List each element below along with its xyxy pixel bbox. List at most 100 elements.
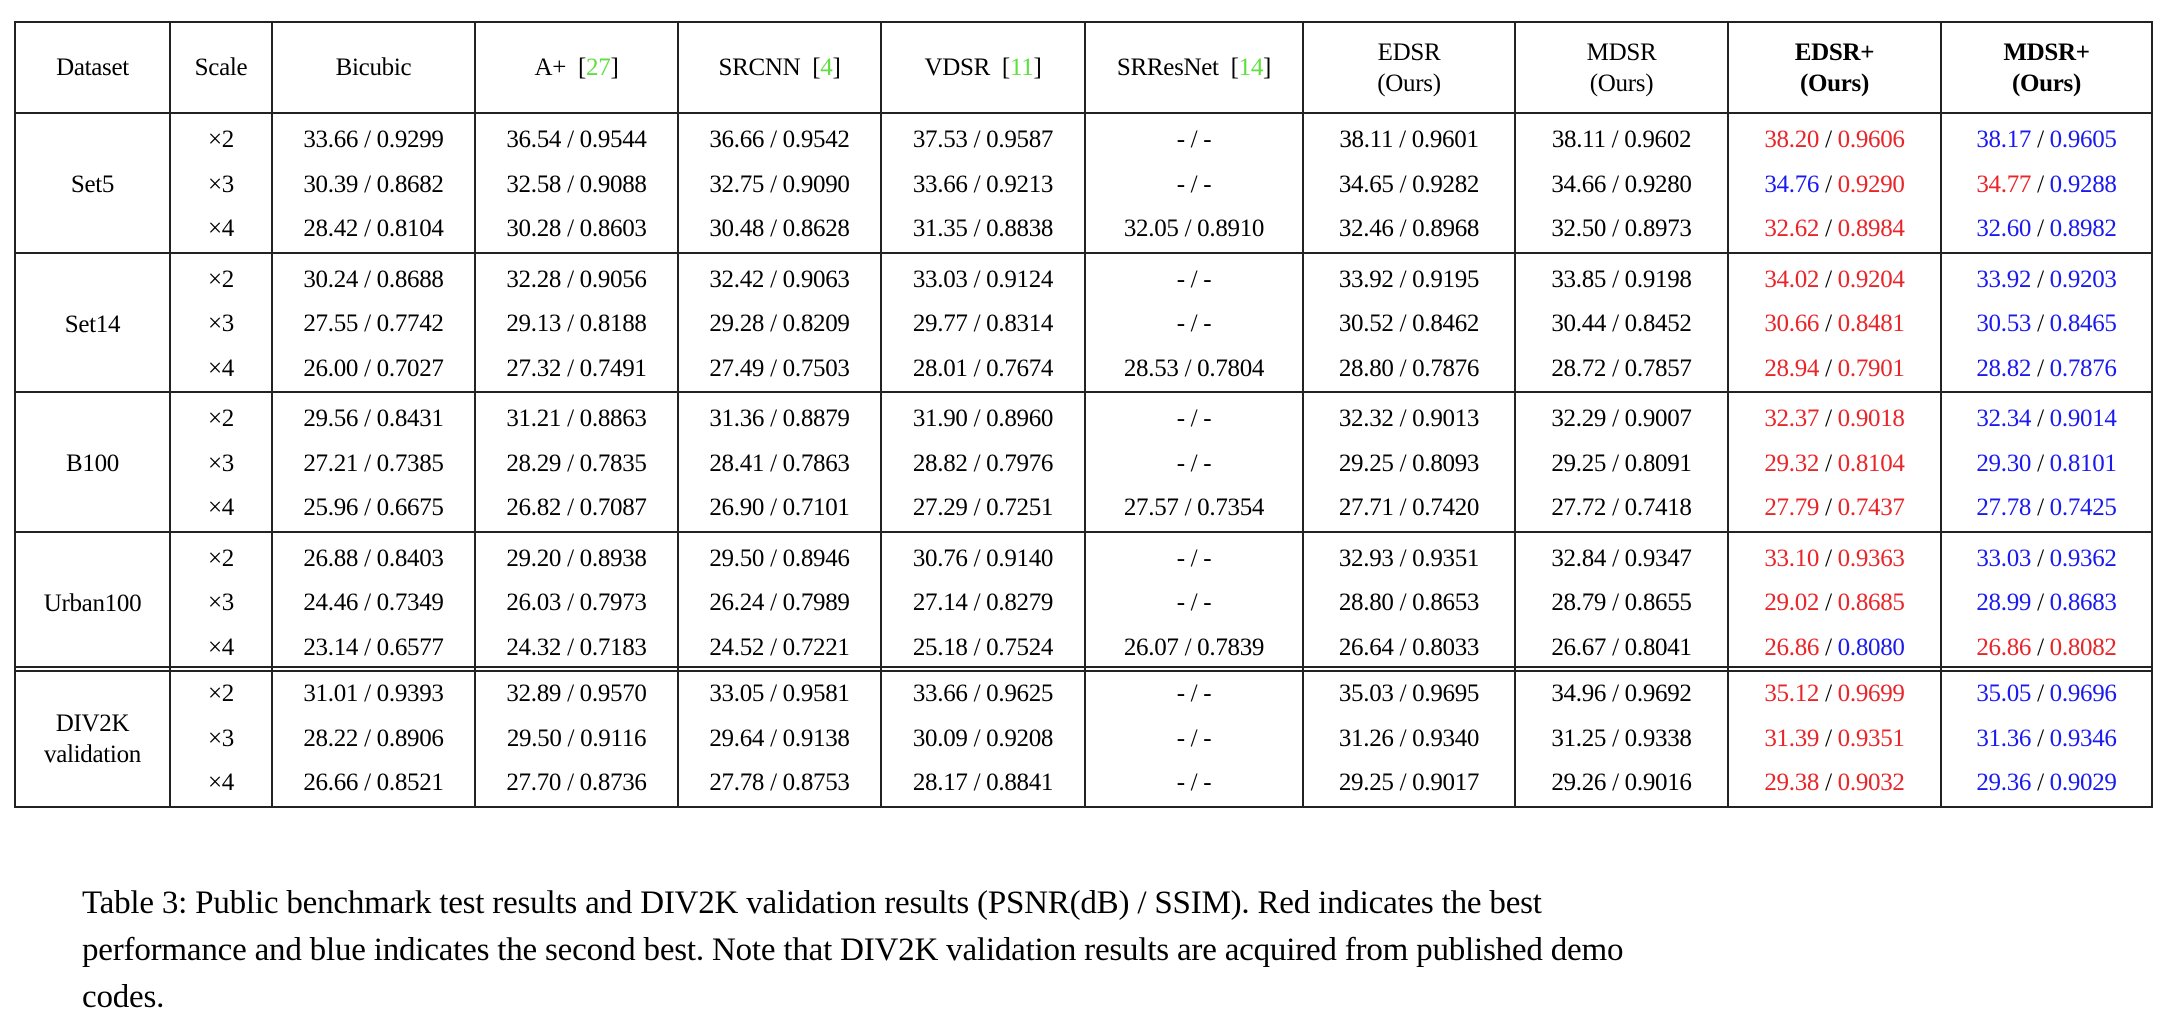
- psnr-value: 29.77: [912, 310, 968, 338]
- result-cell: 38.11 / 0.9601: [1302, 113, 1516, 163]
- table-row: B100 ×2 29.56 / 0.8431 31.21 / 0.8863 31.36 …: [14, 392, 2153, 533]
- ssim-value: 0.9699: [1837, 680, 1905, 708]
- result-cell: 29.32 / 0.8104: [1727, 441, 1942, 486]
- psnr-value: 27.78: [1976, 494, 2032, 522]
- ssim-value: 0.8653: [1412, 589, 1480, 617]
- psnr-value: 26.86: [1764, 633, 1820, 661]
- result-cell: 34.76 / 0.9290: [1727, 162, 1942, 207]
- psnr-value: 29.56: [303, 405, 359, 433]
- result-cell: 31.25 / 0.9338: [1514, 716, 1729, 761]
- method-name: MDSR: [1586, 38, 1657, 66]
- psnr-value: 24.32: [506, 633, 562, 661]
- result-cell: 26.86 / 0.8080: [1727, 625, 1942, 672]
- psnr-value: 34.02: [1764, 265, 1820, 293]
- scale-cell: ×4: [169, 625, 273, 672]
- benchmark-body: Set5 ×2 33.66 / 0.9299 36.54 / 0.9544 36.66 …: [14, 113, 2153, 672]
- ssim-value: 0.6577: [376, 633, 444, 661]
- ssim-value: 0.7857: [1624, 354, 1692, 382]
- ssim-value: 0.8879: [782, 405, 850, 433]
- result-cell: - / -: [1084, 667, 1304, 717]
- scale-cell: ×2: [169, 667, 273, 717]
- result-cell: 27.32 / 0.7491: [474, 346, 679, 393]
- benchmark-results-table: Dataset Scale Bicubic A+ [27] SRCNN [4] VDS…: [14, 21, 2153, 672]
- ssim-value: 0.8682: [376, 170, 444, 198]
- ssim-value: 0.9570: [579, 680, 647, 708]
- table-row: ×4 23.14 / 0.6577 24.32 / 0.7183 24.52 / 0.…: [15, 625, 2153, 672]
- result-cell: 32.58 / 0.9088: [474, 162, 679, 207]
- ssim-value: 0.9208: [986, 724, 1054, 752]
- result-cell: 30.66 / 0.8481: [1727, 302, 1942, 347]
- result-cell: 28.79 / 0.8655: [1514, 581, 1729, 626]
- header-scale: Scale: [169, 22, 273, 114]
- psnr-value: -: [1176, 680, 1185, 708]
- psnr-value: 29.28: [709, 310, 765, 338]
- result-cell: 26.00 / 0.7027: [271, 346, 476, 393]
- psnr-value: 26.88: [303, 544, 359, 572]
- result-cell: 32.50 / 0.8973: [1514, 207, 1729, 254]
- psnr-value: 26.64: [1338, 633, 1394, 661]
- result-cell: 28.41 / 0.7863: [677, 441, 882, 486]
- table-row: ×4 25.96 / 0.6675 26.82 / 0.7087 26.90 / 0.…: [15, 486, 2153, 533]
- result-cell: 28.53 / 0.7804: [1084, 346, 1304, 393]
- psnr-value: 27.72: [1551, 494, 1607, 522]
- ssim-value: 0.9282: [1412, 170, 1480, 198]
- psnr-value: 32.50: [1551, 215, 1607, 243]
- psnr-value: 26.00: [303, 354, 359, 382]
- ssim-value: 0.9605: [2049, 126, 2117, 154]
- psnr-value: -: [1176, 449, 1185, 477]
- ssim-value: 0.7976: [986, 449, 1054, 477]
- citation-link[interactable]: 11: [1009, 54, 1034, 81]
- psnr-value: 32.84: [1551, 544, 1607, 572]
- citation-link[interactable]: 4: [820, 54, 833, 81]
- ssim-value: 0.8452: [1624, 310, 1692, 338]
- psnr-value: 29.38: [1764, 769, 1820, 797]
- ssim-value: 0.9013: [1412, 405, 1480, 433]
- ssim-value: 0.8093: [1412, 449, 1480, 477]
- table-caption: Table 3: Public benchmark test results a…: [82, 880, 2082, 1021]
- ssim-value: 0.9280: [1624, 170, 1692, 198]
- psnr-value: 36.66: [709, 126, 765, 154]
- psnr-value: 28.94: [1764, 354, 1820, 382]
- psnr-value: 27.57: [1123, 494, 1179, 522]
- ssim-value: 0.9544: [579, 126, 647, 154]
- header-method-srcnn: SRCNN [4]: [677, 22, 882, 114]
- result-cell: 34.77 / 0.9288: [1940, 162, 2153, 207]
- result-cell: 32.84 / 0.9347: [1514, 531, 1729, 581]
- psnr-value: 27.14: [912, 589, 968, 617]
- ssim-value: 0.9602: [1624, 126, 1692, 154]
- result-cell: 29.30 / 0.8101: [1940, 441, 2153, 486]
- result-cell: 36.66 / 0.9542: [677, 113, 882, 163]
- ssim-value: 0.8082: [2049, 633, 2117, 661]
- ssim-value: 0.8279: [986, 589, 1054, 617]
- psnr-value: 29.20: [506, 544, 562, 572]
- caption-line-3: codes.: [82, 979, 165, 1015]
- result-cell: 31.21 / 0.8863: [474, 392, 679, 442]
- psnr-value: 26.66: [303, 769, 359, 797]
- method-name: A+: [534, 54, 567, 81]
- ssim-value: 0.9606: [1837, 126, 1905, 154]
- result-cell: 34.96 / 0.9692: [1514, 667, 1729, 717]
- ssim-value: 0.8104: [1837, 449, 1905, 477]
- ssim-value: 0.8838: [986, 215, 1054, 243]
- citation-link[interactable]: 14: [1238, 54, 1264, 81]
- ssim-value: 0.8314: [986, 310, 1054, 338]
- result-cell: 27.14 / 0.8279: [880, 581, 1086, 626]
- result-cell: 26.66 / 0.8521: [271, 761, 476, 808]
- ssim-value: 0.9393: [376, 680, 444, 708]
- ssim-value: 0.7354: [1197, 494, 1265, 522]
- psnr-value: 35.12: [1764, 680, 1820, 708]
- result-cell: 30.48 / 0.8628: [677, 207, 882, 254]
- ssim-value: 0.9363: [1837, 544, 1905, 572]
- psnr-value: 37.53: [912, 126, 968, 154]
- citation-link[interactable]: 27: [586, 54, 611, 81]
- ssim-value: 0.8973: [1624, 215, 1692, 243]
- result-cell: - / -: [1084, 302, 1304, 347]
- psnr-value: 32.93: [1338, 544, 1394, 572]
- ssim-value: 0.9692: [1624, 680, 1692, 708]
- header-method-edsr-: EDSR+ (Ours): [1727, 22, 1942, 114]
- result-cell: - / -: [1084, 252, 1304, 302]
- ssim-value: 0.8101: [2049, 449, 2117, 477]
- psnr-value: 32.75: [709, 170, 765, 198]
- ssim-value: -: [1203, 589, 1212, 617]
- result-cell: 26.86 / 0.8082: [1940, 625, 2153, 672]
